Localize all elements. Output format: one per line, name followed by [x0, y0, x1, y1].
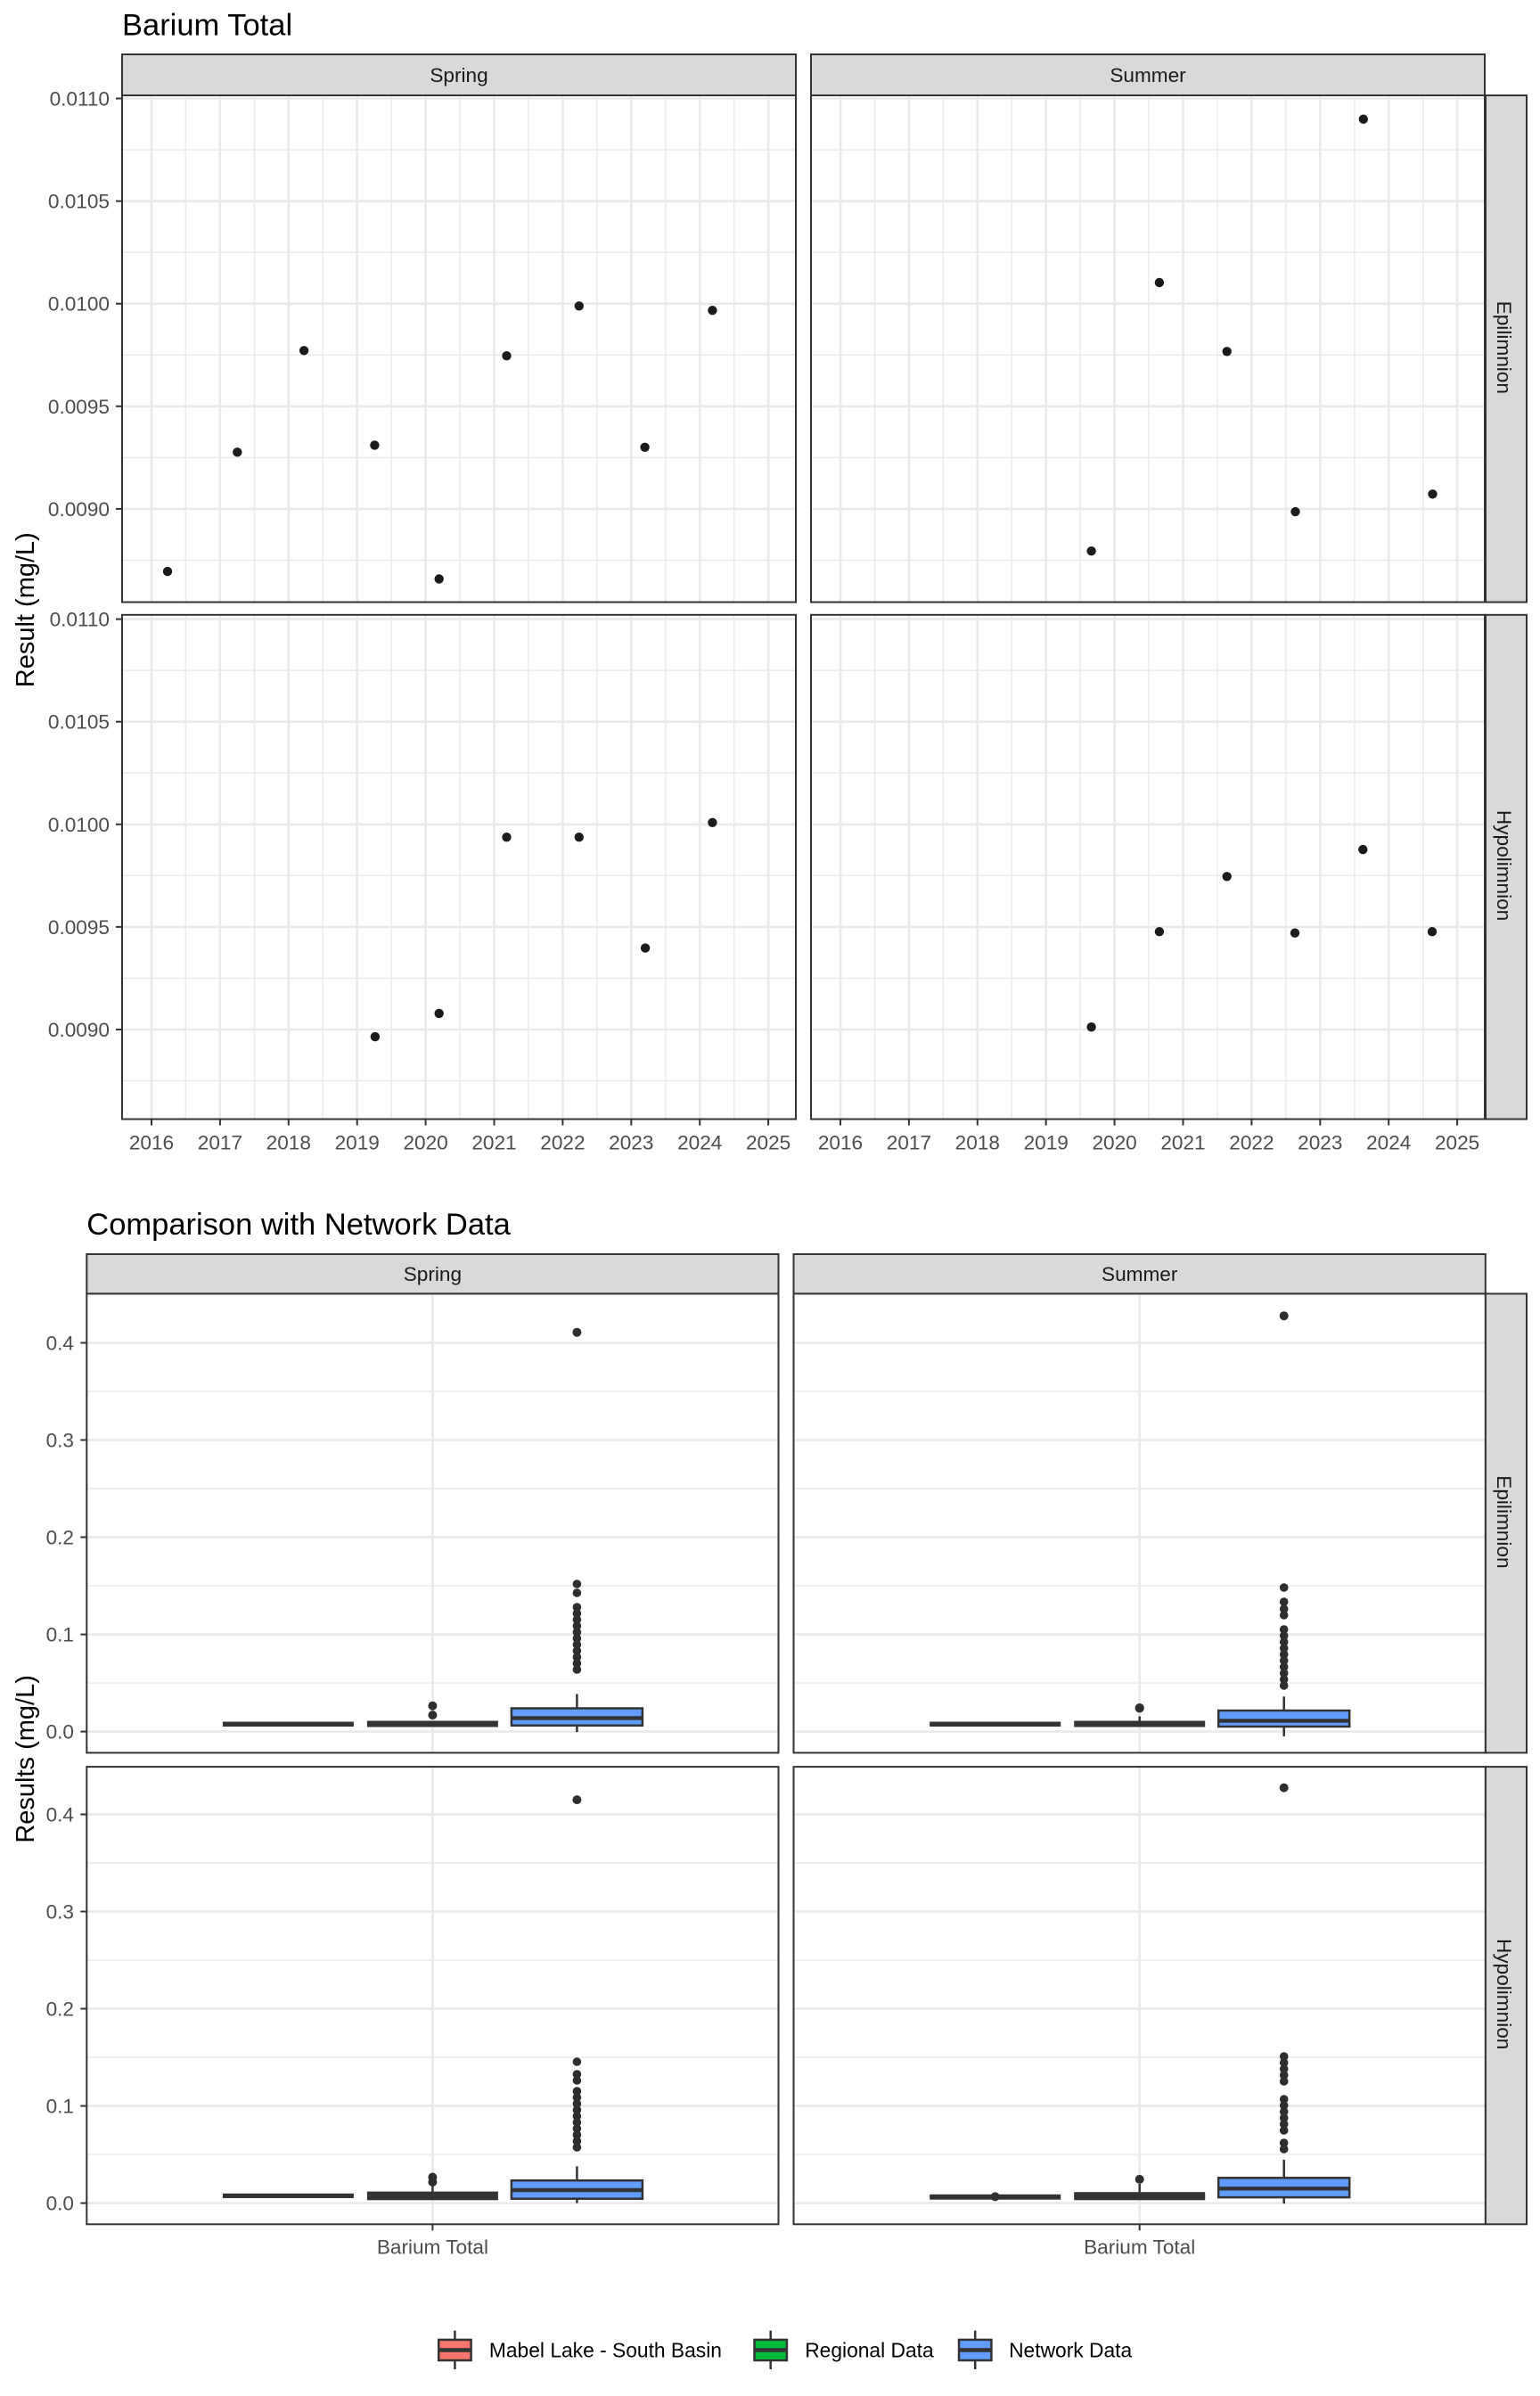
- svg-text:0.0090: 0.0090: [48, 1019, 110, 1041]
- svg-text:2016: 2016: [818, 1132, 863, 1154]
- svg-text:0.3: 0.3: [46, 1901, 74, 1924]
- svg-text:0.0095: 0.0095: [48, 396, 110, 418]
- svg-text:0.4: 0.4: [46, 1333, 74, 1355]
- svg-text:0.0105: 0.0105: [48, 191, 110, 213]
- svg-text:2021: 2021: [1160, 1132, 1205, 1154]
- svg-text:0.2: 0.2: [46, 1527, 74, 1549]
- svg-text:0.1: 0.1: [46, 1624, 74, 1646]
- svg-text:Summer: Summer: [1102, 1263, 1178, 1285]
- svg-text:2020: 2020: [1092, 1132, 1136, 1154]
- svg-text:2021: 2021: [471, 1132, 516, 1154]
- svg-text:0.0100: 0.0100: [48, 814, 110, 836]
- svg-text:0.0090: 0.0090: [48, 498, 110, 521]
- svg-text:Hypolimnion: Hypolimnion: [1493, 810, 1515, 921]
- svg-text:2016: 2016: [129, 1132, 174, 1154]
- svg-text:2020: 2020: [403, 1132, 447, 1154]
- svg-text:2018: 2018: [955, 1132, 1000, 1154]
- svg-text:2024: 2024: [1366, 1132, 1411, 1154]
- svg-text:Epilimnion: Epilimnion: [1493, 1475, 1515, 1568]
- svg-text:2024: 2024: [677, 1132, 722, 1154]
- svg-text:Epilimnion: Epilimnion: [1493, 301, 1515, 394]
- svg-text:Spring: Spring: [404, 1263, 462, 1285]
- svg-text:Hypolimnion: Hypolimnion: [1493, 1939, 1515, 2049]
- svg-text:Network Data: Network Data: [1009, 2339, 1132, 2362]
- svg-text:2025: 2025: [746, 1132, 790, 1154]
- svg-text:2019: 2019: [1024, 1132, 1069, 1154]
- svg-text:0.0095: 0.0095: [48, 916, 110, 939]
- svg-text:Barium Total: Barium Total: [377, 2236, 488, 2259]
- svg-text:Mabel Lake - South Basin: Mabel Lake - South Basin: [489, 2339, 722, 2362]
- svg-text:Regional Data: Regional Data: [805, 2339, 934, 2362]
- svg-text:0.0: 0.0: [46, 2193, 74, 2215]
- svg-text:0.2: 0.2: [46, 1998, 74, 2021]
- svg-text:Summer: Summer: [1110, 64, 1186, 86]
- svg-text:2019: 2019: [335, 1132, 380, 1154]
- svg-text:0.0100: 0.0100: [48, 293, 110, 316]
- svg-text:2025: 2025: [1435, 1132, 1479, 1154]
- svg-text:2023: 2023: [609, 1132, 653, 1154]
- svg-text:0.0110: 0.0110: [50, 609, 110, 631]
- svg-text:Barium Total: Barium Total: [122, 9, 292, 43]
- svg-text:0.0110: 0.0110: [50, 88, 110, 111]
- svg-text:2017: 2017: [198, 1132, 242, 1154]
- svg-text:0.0105: 0.0105: [48, 711, 110, 734]
- svg-text:0.0: 0.0: [46, 1721, 74, 1744]
- svg-text:2022: 2022: [1229, 1132, 1274, 1154]
- svg-text:2023: 2023: [1298, 1132, 1342, 1154]
- svg-text:Spring: Spring: [430, 64, 487, 86]
- svg-text:2022: 2022: [540, 1132, 585, 1154]
- svg-text:Barium Total: Barium Total: [1084, 2236, 1195, 2259]
- svg-text:0.4: 0.4: [46, 1804, 74, 1826]
- svg-text:Comparison with Network Data: Comparison with Network Data: [86, 1208, 511, 1242]
- svg-text:0.1: 0.1: [46, 2096, 74, 2118]
- svg-text:Result (mg/L): Result (mg/L): [12, 532, 40, 687]
- svg-text:0.3: 0.3: [46, 1430, 74, 1452]
- svg-text:2017: 2017: [887, 1132, 931, 1154]
- svg-text:Results (mg/L): Results (mg/L): [12, 1675, 40, 1843]
- svg-text:2018: 2018: [266, 1132, 311, 1154]
